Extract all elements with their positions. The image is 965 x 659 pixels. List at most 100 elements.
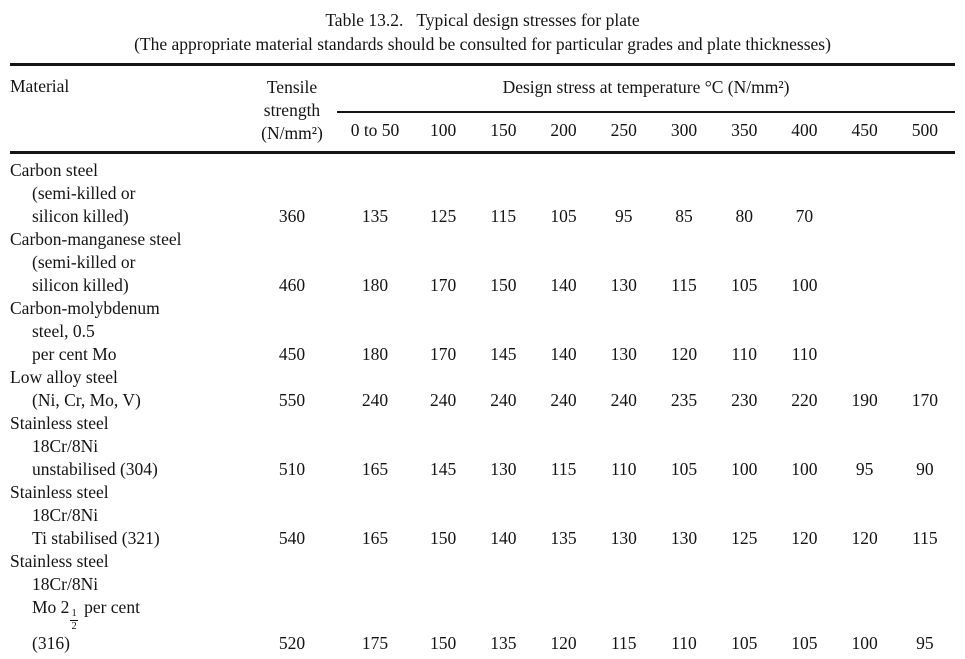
material-line: steel, 0.5 [32,321,95,341]
design-stress-value [895,153,955,229]
design-stress-table: Material Tensile strength (N/mm²) Design… [10,63,955,659]
material-line: 18Cr/8Ni [32,436,99,456]
design-stress-value: 100 [791,459,818,479]
material-line: Stainless steel [10,482,109,502]
col-header-design-stress: Design stress at temperature °C (N/mm²) [337,64,955,113]
material-cell: Stainless steel 18Cr/8Ni Ti stabilised (32… [10,481,247,550]
col-header-temp-250: 250 [610,120,637,140]
design-stress-value [895,228,955,297]
tensile-strength-value: 450 [278,344,306,364]
tensile-header-line: (N/mm²) [261,123,323,143]
col-header-temp-100: 100 [429,120,457,140]
material-line: Carbon steel [10,160,98,180]
design-stress-value: 140 [550,275,577,295]
tensile-strength-value: 520 [278,633,306,654]
col-header-temp-300: 300 [670,120,698,140]
design-stress-value [835,228,895,297]
material-line: Carbon-molybdenum [10,298,160,318]
material-line: silicon killed) [32,275,129,295]
temp-header-row: 0 to 50 100 150 200 250 300 350 400 450 500 [10,112,955,153]
tensile-strength-value: 510 [278,459,306,479]
design-stress-value: 140 [490,528,517,548]
design-stress-value: 220 [791,390,818,410]
design-stress-value: 150 [429,528,457,548]
design-stress-value: 110 [791,344,818,364]
design-stress-value: 130 [610,528,637,548]
material-cell: Carbon-manganese steel (semi-killed or sil… [10,228,247,297]
col-header-material: Material [10,76,70,96]
design-stress-value: 135 [550,528,577,548]
design-stress-value: 115 [912,528,938,548]
design-stress-value: 105 [550,206,577,226]
design-stress-value: 100 [791,275,818,295]
design-stress-value: 180 [361,275,389,295]
tensile-header-line: Tensile [266,77,318,97]
design-stress-value: 105 [670,459,698,479]
tensile-strength-value: 540 [278,528,306,548]
table-row: Carbon steel (semi-killed or silicon kille… [10,153,955,229]
table-row: Low alloy steel (Ni, Cr, Mo, V) 550 240 240 2… [10,366,955,412]
col-header-temp-150: 150 [490,120,517,140]
material-line: Carbon-manganese steel [10,229,182,249]
design-stress-value: 115 [550,459,577,479]
caption-title-line: Table 13.2. Typical design stresses for p… [10,8,955,32]
design-stress-value [895,297,955,366]
design-stress-value: 130 [670,528,698,548]
design-stress-value: 145 [490,344,517,364]
design-stress-value: 145 [429,459,457,479]
design-stress-value: 95 [855,459,874,479]
design-stress-value: 120 [791,528,818,548]
design-stress-value: 135 [490,633,517,654]
design-stress-value: 170 [429,275,457,295]
design-stress-value: 125 [731,528,758,548]
design-stress-value: 70 [795,206,814,226]
design-stress-value: 190 [851,390,878,410]
header-row-1: Material Tensile strength (N/mm²) Design… [10,64,955,143]
design-stress-value: 165 [361,528,389,548]
design-stress-value: 240 [550,390,577,410]
table-header: Material Tensile strength (N/mm²) Design… [10,64,955,153]
material-line: Stainless steel [10,413,109,433]
design-stress-value: 105 [791,633,818,654]
table-number: Table 13.2. [325,10,404,30]
table-title: Typical design stresses for plate [416,10,640,30]
design-stress-value: 100 [731,459,758,479]
design-stress-value: 140 [550,344,577,364]
material-cell: Low alloy steel (Ni, Cr, Mo, V) [10,366,247,412]
design-stress-value: 150 [490,275,517,295]
table-row: Carbon-molybdenum steel, 0.5 per cent Mo 45… [10,297,955,366]
design-stress-value: 240 [610,390,637,410]
material-cell: Carbon-molybdenum steel, 0.5 per cent Mo [10,297,247,366]
design-stress-value: 115 [610,633,637,654]
design-stress-value: 95 [615,206,633,226]
design-stress-value: 100 [851,633,878,654]
design-stress-value: 105 [731,633,758,654]
col-header-tensile: Tensile strength (N/mm²) [247,65,337,153]
material-cell: Carbon steel (semi-killed or silicon kille… [10,153,247,229]
material-line: (316) [32,633,70,654]
design-stress-value: 95 [916,633,934,654]
material-line: 18Cr/8Ni [32,505,99,525]
table-row: Stainless steel 18Cr/8Ni unstabilised (304… [10,412,955,481]
table-row: Stainless steel 18Cr/8Ni Ti stabilised (32… [10,481,955,550]
design-stress-value: 235 [670,390,698,410]
design-stress-value: 165 [361,459,389,479]
design-stress-value: 130 [610,275,637,295]
design-stress-value: 115 [671,275,697,295]
design-stress-value: 110 [610,459,637,479]
material-line: Ti stabilised (321) [32,528,160,548]
design-stress-value: 175 [361,633,389,654]
material-line: (semi-killed or [32,183,136,203]
design-stress-value: 170 [429,344,457,364]
col-header-temp-450: 450 [851,120,878,140]
design-stress-value: 120 [670,344,698,364]
material-line: 18Cr/8Ni [32,574,99,594]
material-line: (semi-killed or [32,252,136,272]
design-stress-value: 110 [731,344,757,364]
design-stress-value: 130 [610,344,637,364]
material-line: unstabilised (304) [32,459,158,479]
table-subtitle: (The appropriate material standards shou… [134,34,831,54]
